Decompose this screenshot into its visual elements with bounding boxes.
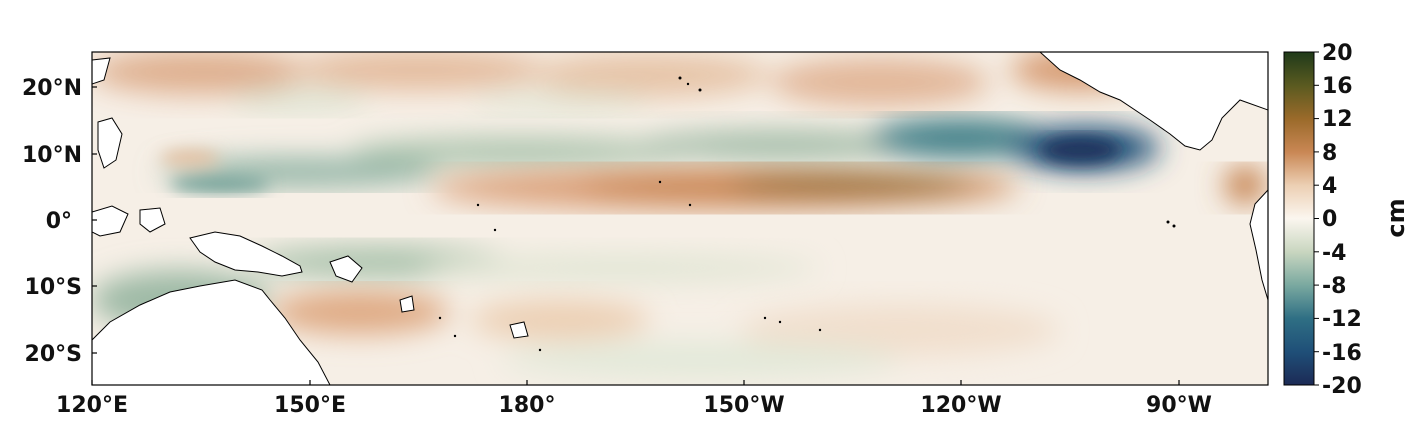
x-tick-180: 180° bbox=[499, 393, 556, 418]
cb-tick-16: 16 bbox=[1322, 74, 1353, 99]
y-axis-labels: 20°N 10°N 0° 10°S 20°S bbox=[22, 76, 82, 367]
y-tick-10s: 10°S bbox=[25, 275, 82, 300]
x-tick-150w: 150°W bbox=[703, 393, 784, 418]
cb-tick-8: 8 bbox=[1322, 141, 1337, 166]
cb-tick-0: 0 bbox=[1322, 207, 1337, 232]
colorbar-labels: 20 16 12 8 4 0 -4 -8 -12 -16 -20 bbox=[1322, 41, 1362, 399]
anomaly-field bbox=[92, 52, 1268, 385]
y-tick-10n: 10°N bbox=[22, 143, 82, 168]
y-tick-20s: 20°S bbox=[25, 342, 82, 367]
island-dots bbox=[438, 76, 1176, 352]
colorbar-unit-label: cm bbox=[1382, 198, 1410, 237]
x-tick-120e: 120°E bbox=[56, 393, 128, 418]
cb-tick-neg16: -16 bbox=[1322, 341, 1362, 366]
x-tick-150e: 150°E bbox=[274, 393, 346, 418]
colorbar bbox=[1283, 51, 1315, 386]
y-tick-20n: 20°N bbox=[22, 76, 82, 101]
cb-tick-neg20: -20 bbox=[1322, 374, 1362, 399]
y-tick-0: 0° bbox=[46, 209, 72, 234]
cb-tick-12: 12 bbox=[1322, 107, 1353, 132]
x-tick-90w: 90°W bbox=[1146, 393, 1212, 418]
cb-tick-4: 4 bbox=[1322, 174, 1337, 199]
colorbar-tick-marks bbox=[1314, 51, 1319, 386]
land-masses bbox=[92, 52, 1268, 385]
map-frame bbox=[91, 51, 1269, 386]
cb-tick-neg8: -8 bbox=[1322, 274, 1346, 299]
axis-tick-marks bbox=[91, 86, 1180, 385]
cb-tick-20: 20 bbox=[1322, 41, 1353, 66]
x-axis-labels: 120°E 150°E 180° 150°W 120°W 90°W bbox=[56, 393, 1212, 418]
cb-tick-neg4: -4 bbox=[1322, 241, 1346, 266]
cb-tick-neg12: -12 bbox=[1322, 307, 1362, 332]
x-tick-120w: 120°W bbox=[920, 393, 1001, 418]
